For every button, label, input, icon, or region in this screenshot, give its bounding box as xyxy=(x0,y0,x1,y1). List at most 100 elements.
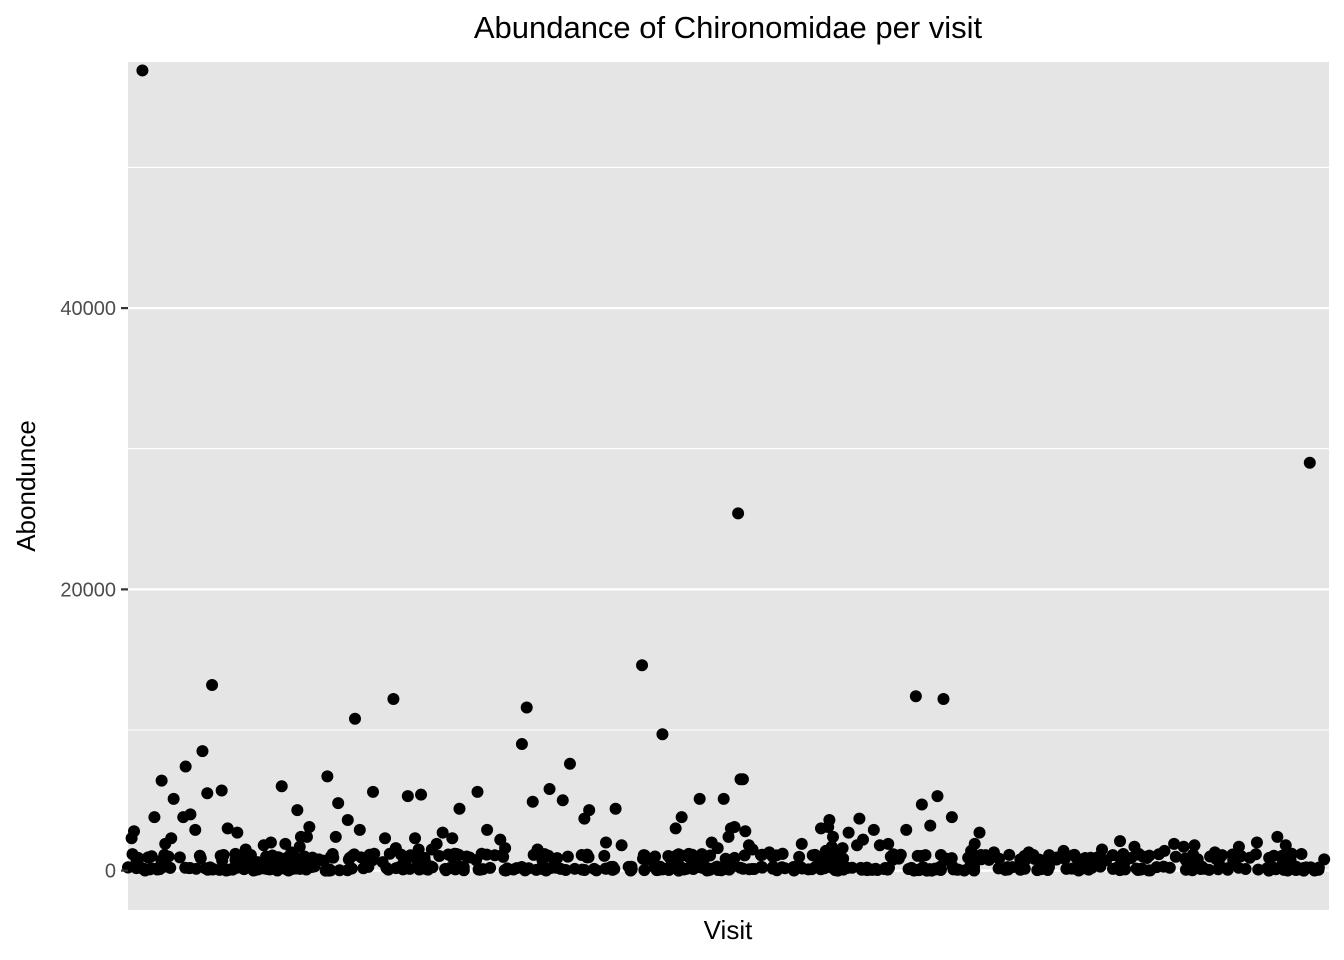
data-point xyxy=(638,864,651,877)
data-point xyxy=(213,863,226,876)
data-point xyxy=(189,823,202,836)
data-point xyxy=(430,837,443,850)
data-point xyxy=(909,690,922,703)
data-point xyxy=(900,823,913,836)
data-point xyxy=(776,847,789,860)
data-point xyxy=(693,792,706,805)
data-point xyxy=(931,790,944,803)
data-point xyxy=(683,851,696,864)
data-point xyxy=(802,863,815,876)
data-point xyxy=(341,813,354,826)
data-point xyxy=(323,863,336,876)
data-point xyxy=(698,852,711,865)
data-point xyxy=(515,738,528,751)
data-point xyxy=(433,850,446,863)
data-point xyxy=(793,850,806,863)
data-point xyxy=(399,861,412,874)
data-point xyxy=(866,863,879,876)
data-point xyxy=(598,849,611,862)
data-point xyxy=(1152,848,1165,861)
data-point xyxy=(165,832,178,845)
data-point xyxy=(526,795,539,808)
data-point xyxy=(179,760,192,773)
data-point xyxy=(498,864,511,877)
data-point xyxy=(289,851,302,864)
data-point xyxy=(231,826,244,839)
y-axis: 0 20000 40000 xyxy=(60,298,128,883)
data-point xyxy=(1243,851,1256,864)
data-point xyxy=(158,848,171,861)
y-axis-title: Abondunce xyxy=(11,420,41,552)
data-point xyxy=(275,780,288,793)
data-point xyxy=(968,837,981,850)
data-point xyxy=(300,830,313,843)
data-point xyxy=(252,863,265,876)
data-point xyxy=(1178,852,1191,865)
x-axis-title: Visit xyxy=(704,915,753,945)
data-point xyxy=(293,840,306,853)
data-point xyxy=(1169,850,1182,863)
data-point xyxy=(367,785,380,798)
data-point xyxy=(588,862,601,875)
data-point xyxy=(675,811,688,824)
y-tick-label: 40000 xyxy=(60,298,116,320)
data-point xyxy=(439,864,452,877)
data-point xyxy=(449,863,462,876)
data-point xyxy=(637,849,650,862)
data-point xyxy=(1188,839,1201,852)
data-point xyxy=(736,773,749,786)
data-point xyxy=(842,826,855,839)
data-point xyxy=(155,774,168,787)
data-point xyxy=(193,849,206,862)
data-point xyxy=(878,862,891,875)
data-point xyxy=(353,823,366,836)
data-point xyxy=(636,659,649,672)
data-point xyxy=(920,864,933,877)
data-point xyxy=(206,678,219,691)
data-point xyxy=(882,837,895,850)
data-point xyxy=(915,798,928,811)
data-point xyxy=(1303,456,1316,469)
data-point xyxy=(237,862,250,875)
data-point xyxy=(1179,863,1192,876)
data-point xyxy=(1177,840,1190,853)
data-point xyxy=(476,863,489,876)
data-point xyxy=(244,849,257,862)
data-point xyxy=(1044,853,1057,866)
data-point xyxy=(911,849,924,862)
data-point xyxy=(938,852,951,865)
data-point xyxy=(581,851,594,864)
data-point xyxy=(279,837,292,850)
data-point xyxy=(190,862,203,875)
data-point xyxy=(196,745,209,758)
data-point xyxy=(737,862,750,875)
data-point xyxy=(999,863,1012,876)
data-point xyxy=(561,850,574,863)
data-point xyxy=(624,864,637,877)
data-point xyxy=(853,812,866,825)
data-point xyxy=(829,864,842,877)
data-point xyxy=(332,797,345,810)
data-point xyxy=(387,693,400,706)
data-points xyxy=(122,64,1331,877)
data-point xyxy=(606,860,619,873)
data-point xyxy=(787,860,800,873)
data-point xyxy=(563,757,576,770)
data-point xyxy=(717,792,730,805)
data-point xyxy=(280,863,293,876)
data-point xyxy=(1222,862,1235,875)
data-point xyxy=(221,822,234,835)
data-point xyxy=(216,854,229,867)
data-point xyxy=(173,851,186,864)
data-point xyxy=(453,802,466,815)
data-point xyxy=(1143,849,1156,862)
data-point xyxy=(1014,863,1027,876)
data-point xyxy=(1018,849,1031,862)
data-point xyxy=(379,832,392,845)
data-point xyxy=(543,783,556,796)
data-point xyxy=(231,852,244,865)
data-point xyxy=(291,804,304,817)
data-point xyxy=(1304,861,1317,874)
data-point xyxy=(1284,862,1297,875)
